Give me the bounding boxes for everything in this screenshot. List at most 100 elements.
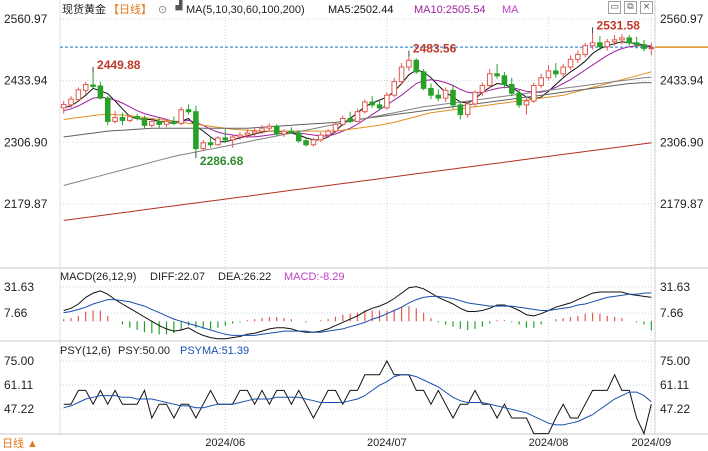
candle-body [508, 84, 515, 94]
candle-body [163, 120, 170, 125]
candle-body [420, 71, 427, 89]
candles[interactable] [60, 33, 655, 153]
candle-body [75, 89, 82, 101]
macd-dea: DEA:26.22 [218, 271, 271, 283]
candle-body [472, 91, 478, 105]
candle-body [215, 137, 221, 146]
candle-body [626, 37, 633, 44]
psy-tick-left: 47.22 [4, 402, 34, 416]
macd-diff-line [63, 286, 652, 340]
candle-body [149, 120, 155, 126]
period-select[interactable]: 日线 ▲ [2, 436, 38, 450]
window-icon[interactable]: ▭ [608, 1, 621, 14]
candle-body [207, 142, 214, 146]
candle-body [538, 77, 544, 86]
axes: 2560.97 2560.97 2433.94 2433.94 2306.90 2306.… [4, 12, 704, 449]
candle-body [171, 120, 177, 124]
candle-body [97, 85, 104, 99]
candle-body [648, 47, 655, 50]
candle-body [303, 140, 309, 146]
macd-panel [63, 286, 652, 340]
candle-body [156, 120, 162, 125]
candle-body [450, 89, 456, 106]
candle-body [553, 70, 559, 75]
candle-body [222, 137, 229, 141]
symbol-title: 现货黄金 [62, 2, 106, 16]
candle-body [362, 101, 368, 113]
x-tick-label: 2024/09 [631, 437, 671, 449]
psyma-value: PSYMA:51.39 [180, 345, 249, 357]
candle-body [90, 84, 96, 87]
candle-body [619, 37, 625, 41]
annotation-label: 2286.68 [200, 154, 244, 168]
close-icon[interactable]: × [640, 1, 653, 14]
macd-tick-left: 7.66 [4, 306, 28, 320]
psy-value: PSY:50.00 [118, 345, 170, 357]
ma5-value: MA5:2502.44 [328, 4, 393, 16]
candle-body [141, 118, 148, 126]
candle-body [545, 70, 552, 79]
candle-body [82, 84, 89, 91]
candle-body [575, 53, 581, 60]
candle-body [266, 125, 273, 129]
ma-line-ma200 [63, 142, 652, 221]
candle-body [259, 127, 265, 132]
price-tick-right: 2560.97 [660, 12, 704, 26]
ma-line-ma100 [63, 76, 652, 186]
ma-line-ma30 [63, 71, 652, 132]
macd-tick-left: 31.63 [4, 280, 34, 294]
candle-body [295, 132, 302, 142]
candle-body [288, 130, 295, 134]
candle-body [281, 130, 287, 135]
candle-body [237, 134, 243, 138]
candle-body [251, 130, 258, 134]
candle-body [604, 41, 611, 48]
psyma-line [63, 374, 652, 426]
candle-body [486, 73, 493, 86]
ma-title: MA(5,10,30,60,100,200) [186, 4, 305, 16]
candle-body [516, 92, 522, 106]
candle-body [641, 44, 647, 50]
candle-body [104, 97, 111, 122]
candle-body [560, 66, 566, 75]
period-label[interactable]: 【日线】 [108, 2, 152, 16]
restore-icon[interactable]: ⧉ [624, 1, 637, 14]
annotation-label: 2531.58 [597, 18, 641, 32]
candle-body [200, 142, 207, 150]
candle-body [457, 104, 464, 116]
candle-body [398, 66, 405, 83]
macd-value: MACD:-8.29 [284, 271, 345, 283]
candle-body [310, 139, 317, 146]
candle-body [340, 118, 346, 125]
price-tick-right: 2433.94 [660, 74, 704, 88]
annotation-label: 2483.56 [413, 42, 457, 56]
candle-body [317, 134, 324, 141]
psy-title: PSY(12,6) [60, 345, 111, 357]
x-tick-label: 2024/08 [529, 437, 569, 449]
psy-tick-left: 75.00 [4, 354, 34, 368]
candle-body [369, 101, 375, 106]
candle-body [531, 84, 537, 102]
macd-tick-right: 31.63 [660, 280, 690, 294]
candle-body [611, 39, 618, 43]
ma-settings-icon[interactable]: ▟ [173, 1, 185, 13]
candle-body [633, 42, 640, 46]
price-tick-right: 2306.90 [660, 135, 704, 149]
candle-body [442, 89, 449, 99]
candle-body [494, 73, 500, 77]
macd-dea-line [63, 292, 652, 336]
gear-icon[interactable]: ⊙ [158, 4, 167, 16]
macd-tick-right: 7.66 [660, 306, 684, 320]
candle-body [273, 125, 280, 135]
candle-body [384, 94, 390, 109]
macd-diff: DIFF:22.07 [150, 271, 205, 283]
price-tick-left: 2179.87 [4, 197, 48, 211]
candle-body [376, 104, 383, 109]
candle-body [391, 81, 398, 96]
candle-body [112, 117, 118, 122]
candle-body [127, 116, 133, 121]
price-tick-left: 2433.94 [4, 74, 48, 88]
candle-body [354, 111, 361, 122]
